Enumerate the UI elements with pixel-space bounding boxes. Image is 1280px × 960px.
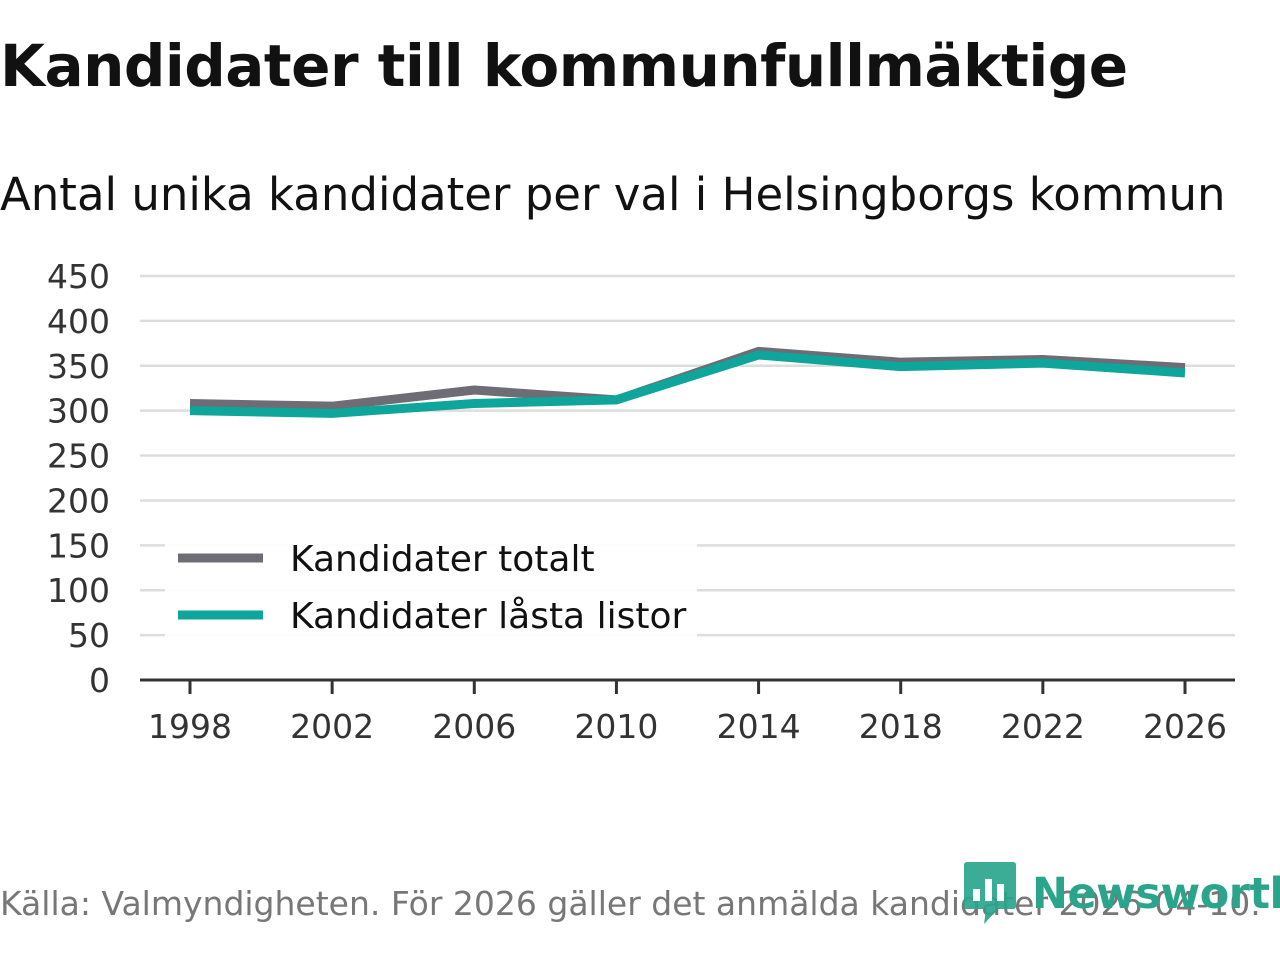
x-axis: 1998 2002 2006 2010 2014 2018 2022 2026 bbox=[140, 678, 1235, 746]
y-tick-label: 200 bbox=[47, 481, 110, 520]
brand-name: Newsworthy bbox=[1032, 869, 1280, 919]
series-line-kandidater-lasta-listor bbox=[189, 350, 1186, 418]
chart-subtitle: Antal unika kandidater per val i Helsing… bbox=[0, 168, 1226, 221]
source-note: Källa: Valmyndigheten. För 2026 gäller d… bbox=[0, 884, 1261, 923]
x-tick-label: 2006 bbox=[432, 707, 516, 746]
brand-logo: Newsworthy bbox=[964, 862, 1280, 926]
x-tick-label: 2026 bbox=[1143, 707, 1227, 746]
x-tick-label: 2014 bbox=[717, 707, 801, 746]
y-tick-label: 350 bbox=[47, 347, 110, 386]
x-tick-label: 2022 bbox=[1001, 707, 1085, 746]
x-tick-label: 2018 bbox=[859, 707, 943, 746]
series-lines bbox=[189, 346, 1186, 418]
y-tick-label: 400 bbox=[47, 302, 110, 341]
x-tick-label: 2010 bbox=[574, 707, 658, 746]
legend-label: Kandidater låsta listor bbox=[290, 596, 686, 637]
y-tick-label: 0 bbox=[89, 661, 110, 700]
y-tick-label: 450 bbox=[47, 257, 110, 296]
y-axis: 0 50 100 150 200 250 300 350 400 450 bbox=[47, 257, 110, 700]
legend-background bbox=[165, 528, 697, 640]
x-tick-label: 1998 bbox=[148, 707, 232, 746]
y-tick-label: 250 bbox=[47, 437, 110, 476]
legend-label: Kandidater totalt bbox=[290, 539, 595, 580]
y-tick-label: 150 bbox=[47, 526, 110, 565]
y-tick-label: 300 bbox=[47, 392, 110, 431]
legend: Kandidater totalt Kandidater låsta listor bbox=[165, 528, 697, 640]
newsworthy-logo-icon bbox=[964, 862, 1016, 924]
y-tick-label: 50 bbox=[68, 616, 110, 655]
y-tick-label: 100 bbox=[47, 571, 110, 610]
chart-title: Kandidater till kommunfullmäktige bbox=[0, 32, 1128, 100]
x-tick-label: 2002 bbox=[290, 707, 374, 746]
